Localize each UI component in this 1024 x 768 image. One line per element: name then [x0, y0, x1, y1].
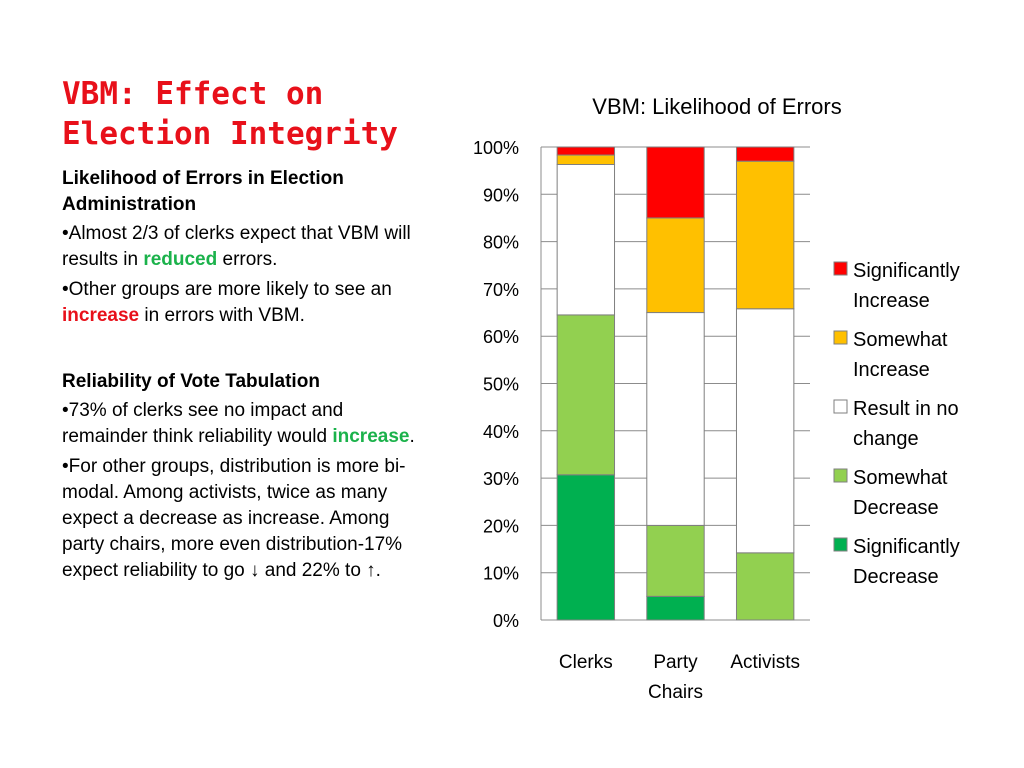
y-tick-label: 30%	[483, 469, 519, 489]
y-tick-label: 20%	[483, 516, 519, 536]
bar-segment	[556, 314, 616, 476]
section-heading-errors: Likelihood of Errors in Election Adminis…	[62, 168, 344, 215]
bullet-text: .	[409, 426, 415, 447]
y-tick-label: 60%	[483, 327, 519, 347]
left-text-panel: Likelihood of Errors in Election Adminis…	[62, 166, 422, 588]
y-tick-label: 80%	[483, 233, 519, 253]
bar-segment	[735, 552, 795, 621]
bullet-text: errors.	[217, 249, 278, 270]
bullet-others-increase: •Other groups are more likely to see an …	[62, 277, 422, 329]
highlight-increase: increase	[62, 305, 140, 326]
bar-segment	[646, 312, 705, 526]
section-heading-reliability: Reliability of Vote Tabulation	[62, 371, 320, 392]
legend-label: Somewhat	[853, 467, 948, 489]
legend-label: Increase	[853, 359, 930, 381]
bullet-other-groups: •For other groups, distribution is more …	[62, 456, 406, 581]
bullet-text: •Other groups are more likely to see an	[62, 279, 392, 300]
y-tick-label: 10%	[483, 564, 519, 584]
x-category-label: Activists	[730, 652, 800, 673]
stacked-bar-chart: VBM: Likelihood of Errors 0% 10% 20% 30% 40% 5…	[473, 94, 960, 703]
bullet-text: •Almost 2/3 of clerks expect that VBM wi…	[62, 223, 411, 270]
legend-label: Decrease	[853, 497, 939, 519]
legend-label: Result in no	[853, 398, 959, 420]
x-category-label: Clerks	[559, 652, 613, 673]
chart-title: VBM: Likelihood of Errors	[592, 94, 841, 119]
bar-segment	[646, 595, 705, 621]
y-tick-label: 90%	[483, 185, 519, 205]
bar-segment	[646, 217, 705, 314]
bar-segment	[646, 146, 705, 219]
y-tick-label: 70%	[483, 280, 519, 300]
legend-swatch	[833, 261, 848, 276]
bullet-clerks-reduced: •Almost 2/3 of clerks expect that VBM wi…	[62, 221, 422, 273]
y-tick-label: 50%	[483, 375, 519, 395]
bar-segment	[735, 308, 795, 554]
y-tick-label: 40%	[483, 422, 519, 442]
bullet-text: in errors with VBM.	[139, 305, 305, 326]
bar-segment	[735, 146, 795, 162]
legend-swatch	[833, 330, 848, 345]
legend-label: Significantly	[853, 260, 960, 282]
bar-segment	[556, 154, 616, 166]
legend-label: Decrease	[853, 566, 939, 588]
y-tick-label: 0%	[493, 611, 519, 631]
bullet-text: •73% of clerks see no impact and remaind…	[62, 400, 344, 447]
bar-segment	[556, 164, 616, 316]
bar-segment	[556, 474, 616, 621]
legend-label: Somewhat	[853, 329, 948, 351]
bullet-clerks-no-impact: •73% of clerks see no impact and remaind…	[62, 398, 422, 450]
slide-title: VBM: Effect on Election Integrity	[62, 76, 398, 152]
y-tick-label: 100%	[473, 138, 519, 158]
legend-swatch	[833, 468, 848, 483]
bar-segment	[735, 160, 795, 310]
bar-segment	[556, 146, 616, 156]
legend-swatch	[833, 399, 848, 414]
bar-segment	[646, 524, 705, 597]
legend-swatch	[833, 537, 848, 552]
legend-label: Increase	[853, 290, 930, 312]
highlight-increase-reliability: increase	[332, 426, 410, 447]
legend-label: Significantly	[853, 536, 960, 558]
x-category-label: Chairs	[648, 682, 703, 703]
highlight-reduced: reduced	[143, 249, 218, 270]
x-category-label: Party	[653, 652, 698, 673]
legend-label: change	[853, 428, 919, 450]
